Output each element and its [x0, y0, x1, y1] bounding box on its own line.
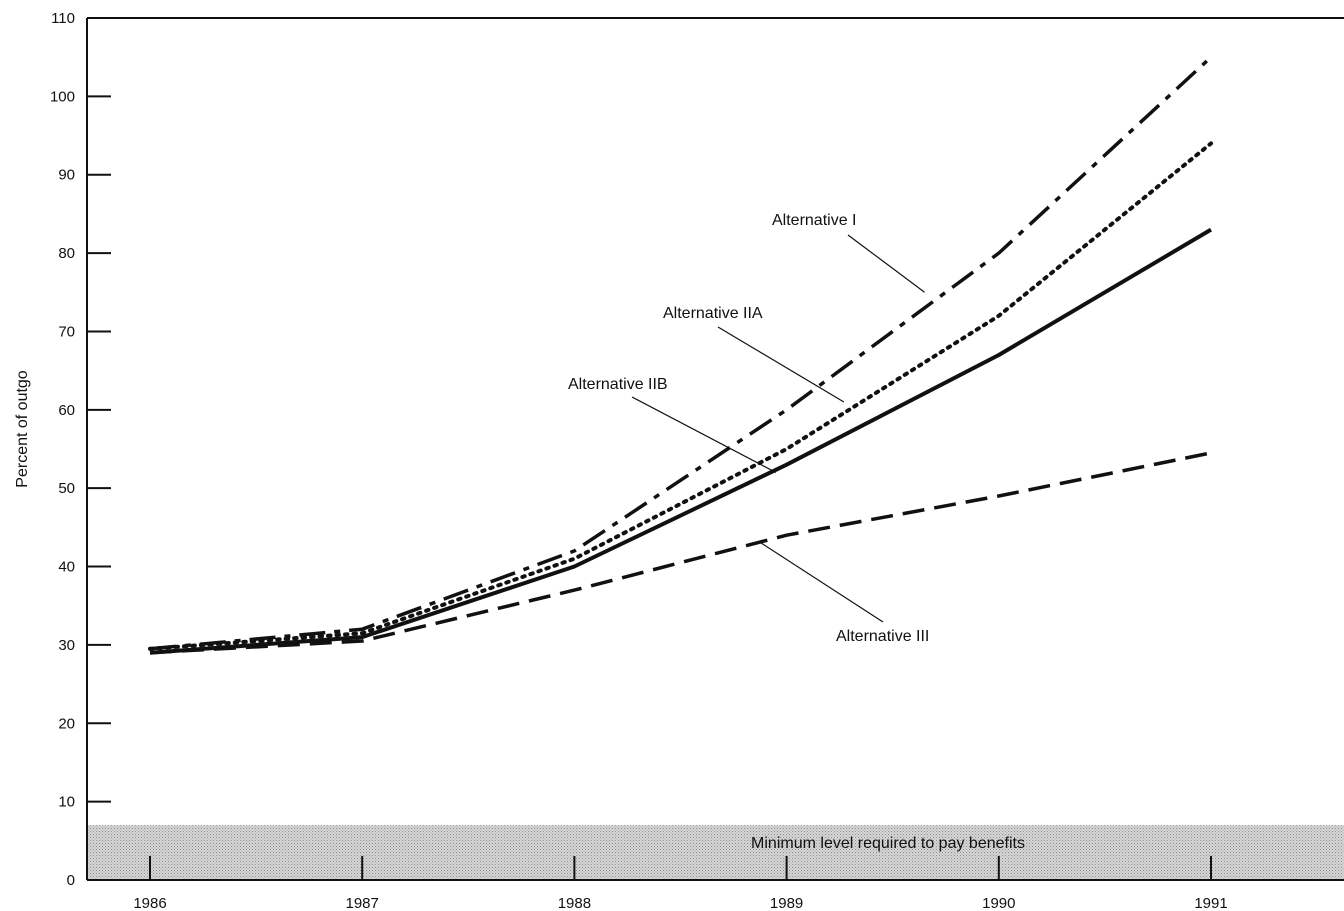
y-tick-label: 80: [58, 245, 75, 262]
y-tick-label: 70: [58, 323, 75, 340]
series-line-alternative-iib: [149, 227, 1213, 655]
series-lines: [148, 55, 1213, 655]
y-tick-label: 60: [58, 402, 75, 419]
axes: [86, 17, 1344, 881]
series-line-alternative-iia: [148, 141, 1213, 651]
series-label-alternative-iia: Alternative IIA: [663, 305, 763, 322]
series-label-alternative-iib: Alternative IIB: [568, 376, 668, 393]
chart-text: 0 10 20 30 40 50 60 70 80 90 100 110 1986 1987 1988 198…: [14, 10, 1228, 911]
y-tick-label: 20: [58, 715, 75, 732]
minimum-level-band-layer: [87, 825, 1344, 880]
y-tick-label: 110: [51, 10, 75, 27]
y-tick-label: 0: [67, 872, 75, 889]
leader-line-alternative-iib: [631, 396, 777, 474]
leader-line-alternative-iia: [717, 326, 845, 403]
series-label-alternative-iii: Alternative III: [836, 628, 929, 645]
y-tick-label: 40: [58, 559, 75, 576]
y-tick-label: 10: [58, 794, 75, 811]
x-tick-label: 1988: [558, 895, 591, 911]
y-axis-title: Percent of outgo: [14, 370, 31, 488]
y-tick-label: 90: [58, 167, 75, 184]
y-tick-label: 30: [58, 637, 75, 654]
y-tick-label: 100: [50, 88, 75, 105]
series-line-alternative-iii: [149, 451, 1212, 655]
leader-line-alternative-iii: [760, 542, 884, 623]
x-tick-label: 1986: [133, 895, 166, 911]
leader-line-alternative-i: [847, 234, 925, 293]
y-tick-label: 50: [58, 480, 75, 497]
series-line-alternative-i: [149, 55, 1213, 651]
label-leader-lines: [631, 234, 925, 623]
series-label-alternative-i: Alternative I: [772, 212, 856, 229]
minimum-level-label: Minimum level required to pay benefits: [751, 835, 1025, 852]
x-tick-label: 1990: [982, 895, 1015, 911]
x-tick-label: 1989: [770, 895, 803, 911]
x-tick-label: 1987: [346, 895, 379, 911]
x-tick-label: 1991: [1194, 895, 1227, 911]
minimum-level-band: [87, 825, 1344, 880]
